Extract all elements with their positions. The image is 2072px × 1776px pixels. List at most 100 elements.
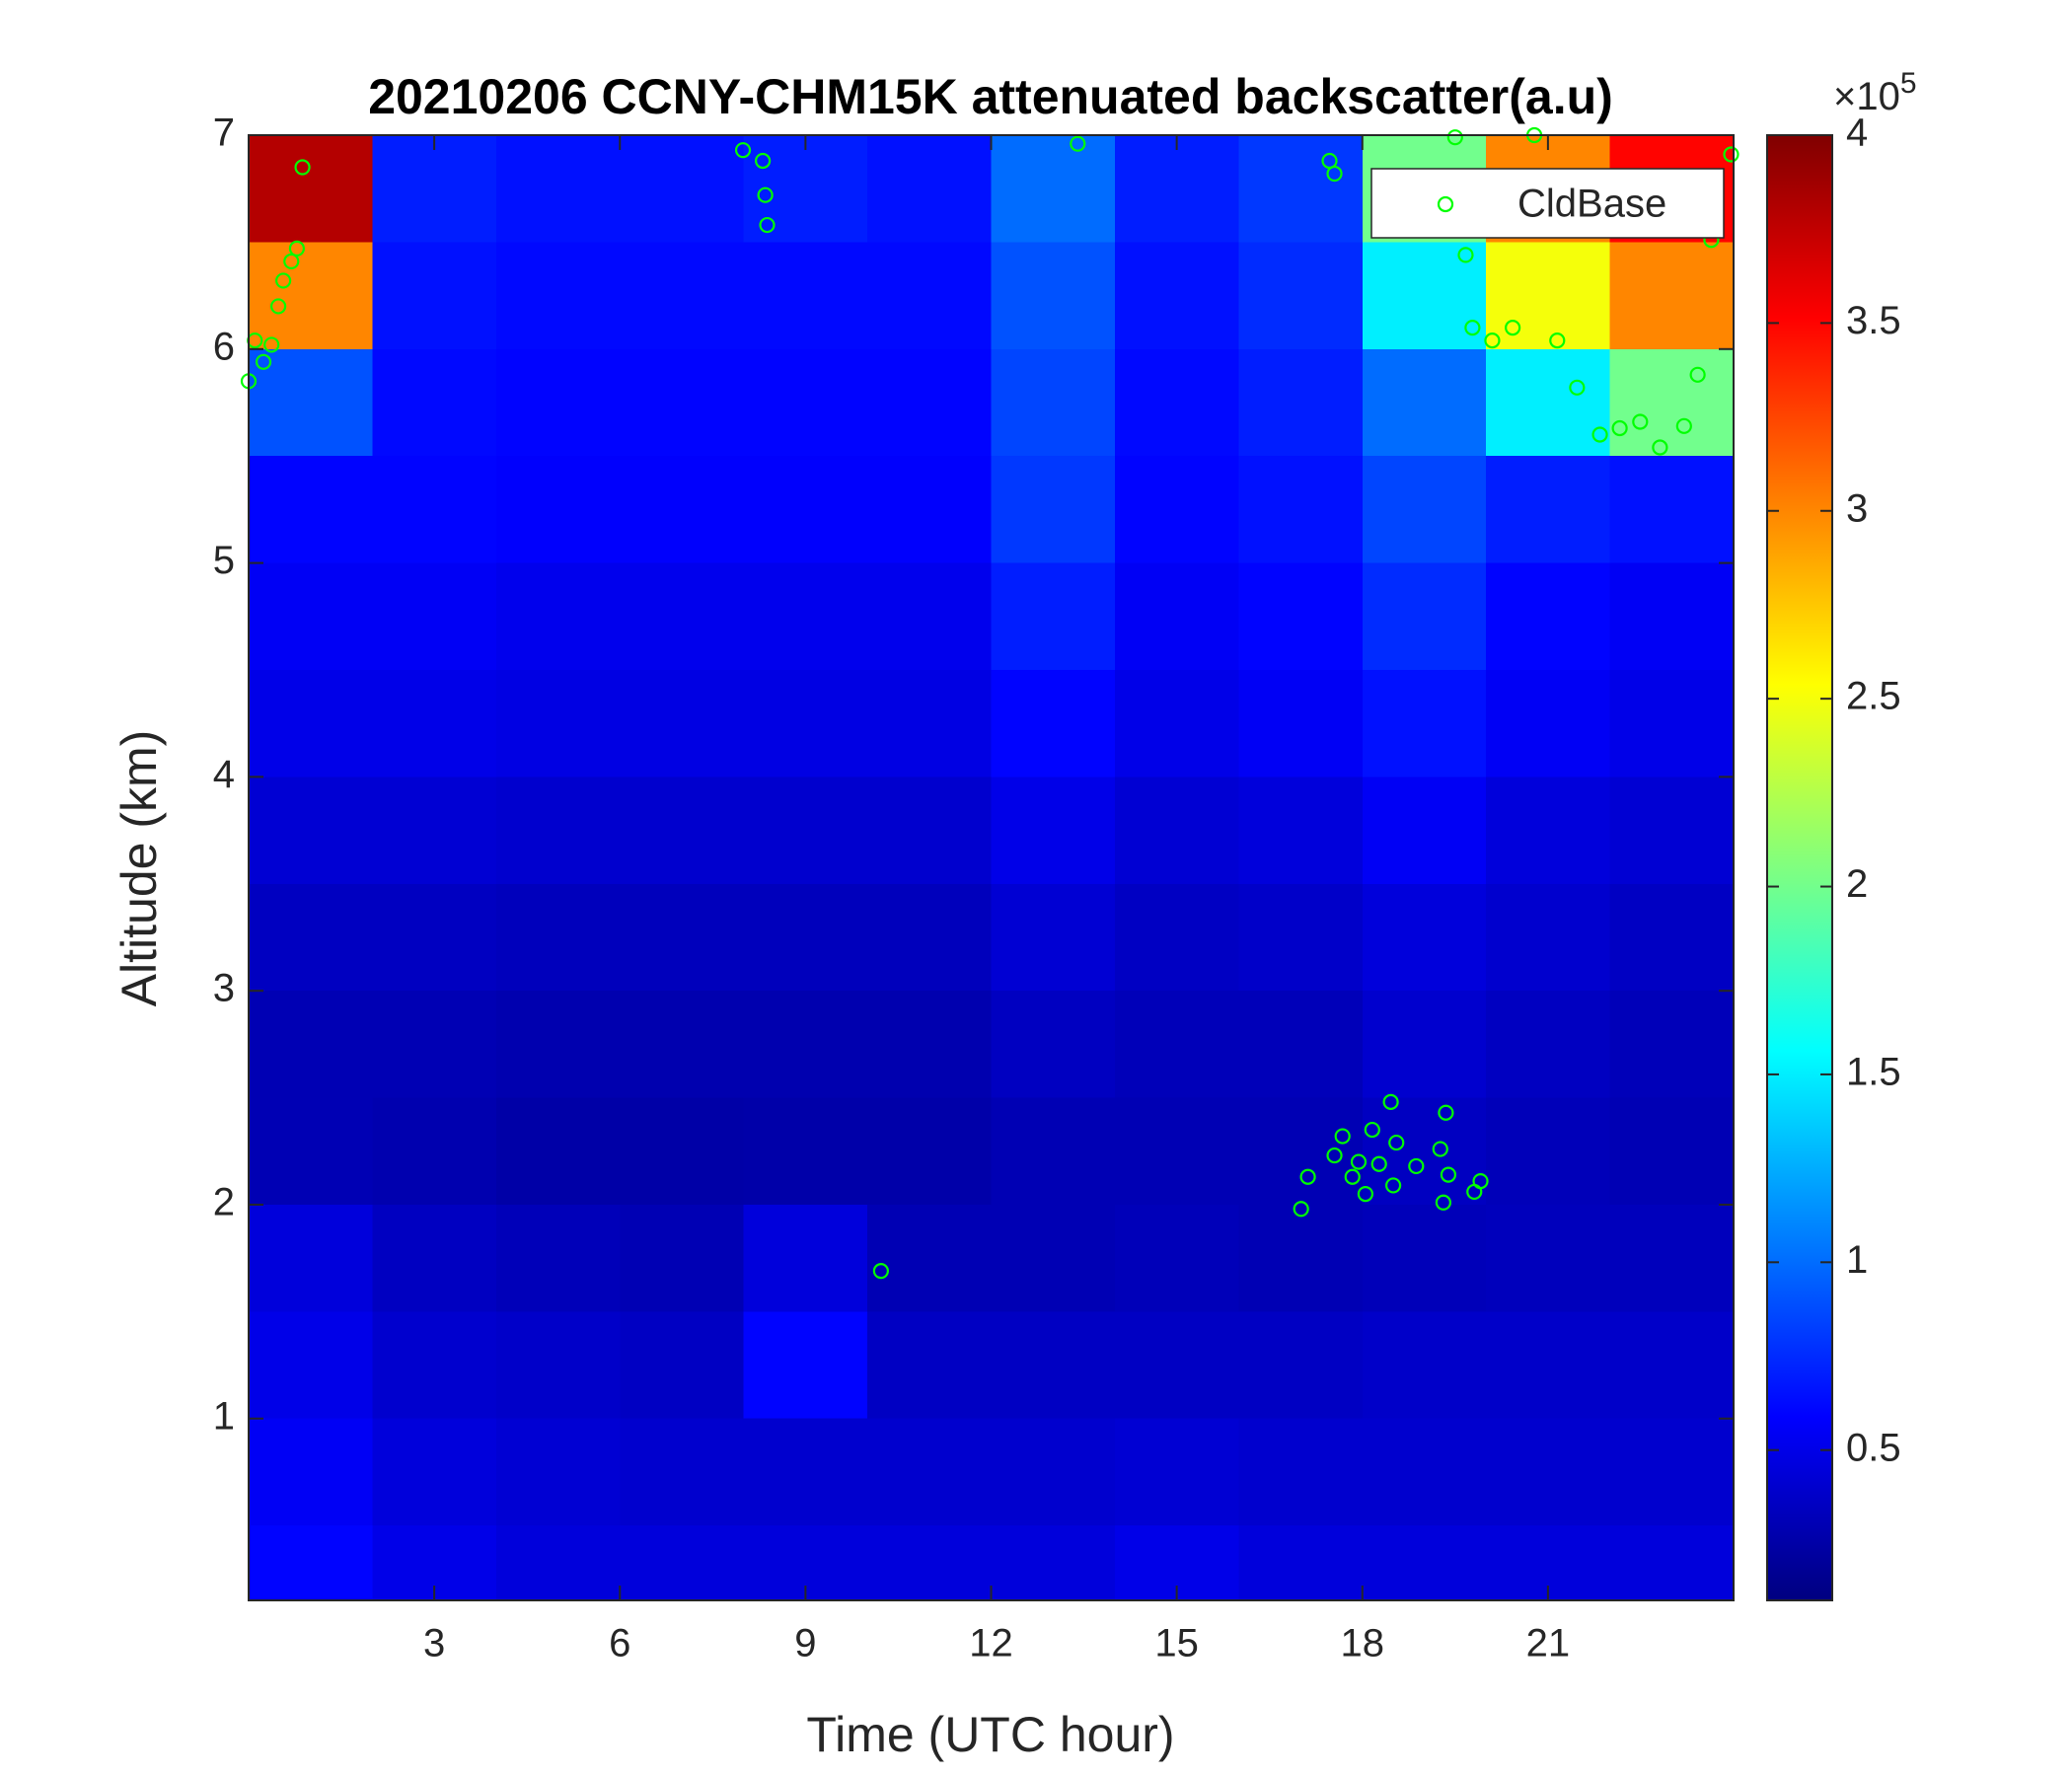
heatmap-cell	[1238, 1097, 1363, 1205]
heatmap-cell	[867, 348, 992, 457]
heatmap-cell	[1486, 348, 1610, 457]
heatmap-cell	[1362, 1204, 1487, 1312]
heatmap-cell	[1609, 562, 1734, 670]
heatmap-cell	[991, 1097, 1115, 1205]
legend-marker	[1437, 195, 1454, 213]
heatmap-cell	[372, 1418, 496, 1526]
heatmap-cell	[867, 1097, 992, 1205]
heatmap-cell	[1609, 456, 1734, 563]
heatmap-cell	[743, 883, 868, 992]
cloud-base-point	[759, 216, 776, 234]
y-tick-label: 1	[213, 1394, 235, 1438]
cloud-base-point	[1652, 439, 1668, 456]
chart-title: 20210206 CCNY-CHM15K attenuated backscat…	[368, 69, 1613, 124]
cloud-base-point	[1611, 419, 1628, 437]
heatmap-cell	[867, 883, 992, 992]
heatmap-cell	[1486, 669, 1610, 777]
y-tick-label: 4	[213, 753, 235, 796]
heatmap-cell	[620, 1204, 744, 1312]
heatmap-cell	[991, 1525, 1115, 1600]
heatmap-cell	[372, 242, 496, 349]
heatmap-cell	[620, 883, 744, 992]
heatmap-cell	[867, 1418, 992, 1526]
heatmap-cell	[1362, 1311, 1487, 1419]
heatmap-cell	[1609, 777, 1734, 884]
heatmap-cell	[495, 242, 621, 349]
cloud-base-point	[283, 253, 300, 270]
heatmap-cell	[1238, 562, 1363, 670]
y-tick-label: 6	[213, 325, 235, 368]
x-tick-label: 9	[794, 1622, 816, 1665]
colorbar-exponent: 5	[1900, 67, 1917, 100]
colorbar-frame	[1766, 134, 1833, 1601]
cloud-base-point	[1357, 1186, 1373, 1203]
cloud-base-point	[1689, 366, 1706, 383]
heatmap-cell	[867, 1525, 992, 1600]
heatmap-cell	[1114, 456, 1239, 563]
heatmap-cell	[1609, 1418, 1734, 1526]
heatmap-cell	[1486, 1311, 1610, 1419]
heatmap-cell	[249, 562, 373, 670]
heatmap-cell	[249, 1204, 373, 1312]
cloud-base-point	[1723, 146, 1739, 163]
heatmap-cell	[372, 348, 496, 457]
cloud-base-point	[1549, 333, 1566, 349]
heatmap-cell	[1238, 883, 1363, 992]
x-tick-label: 18	[1341, 1622, 1385, 1665]
cloud-base-point	[757, 186, 774, 203]
heatmap-cell	[620, 1311, 744, 1419]
heatmap-cell	[1114, 348, 1239, 457]
heatmap-cell	[867, 777, 992, 884]
y-axis-label: Altitude (km)	[111, 730, 167, 1007]
plot-area	[249, 135, 1734, 1600]
cloud-base-point	[1326, 1147, 1343, 1164]
heatmap-cell	[1362, 1097, 1487, 1205]
heatmap-cell	[495, 135, 621, 243]
heatmap-cell	[1362, 348, 1487, 457]
heatmap-cell	[620, 669, 744, 777]
heatmap-cell	[1486, 1097, 1610, 1205]
colorbar-tick-label: 3.5	[1846, 299, 1901, 342]
cloud-base-point	[1484, 333, 1501, 349]
cloud-base-point	[288, 240, 306, 257]
heatmap-cell	[249, 1525, 373, 1600]
cloud-base-point	[1385, 1177, 1402, 1194]
x-tick-label: 3	[423, 1622, 445, 1665]
legend: CldBase	[1370, 168, 1725, 239]
heatmap-cell	[743, 456, 868, 563]
heatmap-cell	[372, 562, 496, 670]
heatmap-cell	[743, 669, 868, 777]
cloud-base-point	[1334, 1128, 1351, 1145]
cloud-base-point	[1440, 1166, 1457, 1183]
cloud-base-point	[1408, 1157, 1425, 1175]
heatmap-cell	[1238, 1204, 1363, 1312]
cloud-base-point	[1326, 165, 1343, 183]
heatmap-cell	[249, 348, 373, 457]
cloud-base-point	[1388, 1134, 1405, 1151]
heatmap-cell	[620, 135, 744, 243]
cloud-base-point	[1344, 1168, 1361, 1185]
heatmap-cell	[743, 1311, 868, 1419]
heatmap-cell	[1238, 777, 1363, 884]
heatmap-cell	[991, 991, 1115, 1098]
heatmap-cell	[1362, 456, 1487, 563]
heatmap-cell	[1114, 1204, 1239, 1312]
heatmap-cell	[1238, 669, 1363, 777]
legend-box	[1370, 168, 1725, 239]
heatmap-cell	[1362, 562, 1487, 670]
heatmap-cell	[1486, 991, 1610, 1098]
heatmap-cell	[1486, 883, 1610, 992]
heatmap-cell	[620, 1525, 744, 1600]
heatmap-cell	[867, 1311, 992, 1419]
heatmap-cell	[1114, 242, 1239, 349]
heatmap-cell	[1486, 242, 1610, 349]
legend-label: CldBase	[1517, 183, 1666, 226]
heatmap-cell	[495, 991, 621, 1098]
heatmap-cell	[620, 456, 744, 563]
heatmap-cell	[372, 777, 496, 884]
heatmap-cell	[372, 1311, 496, 1419]
heatmap-cell	[991, 1418, 1115, 1526]
heatmap-cell	[1362, 991, 1487, 1098]
cloud-base-point	[1632, 413, 1649, 430]
colorbar-tick-label: 4	[1846, 111, 1868, 155]
